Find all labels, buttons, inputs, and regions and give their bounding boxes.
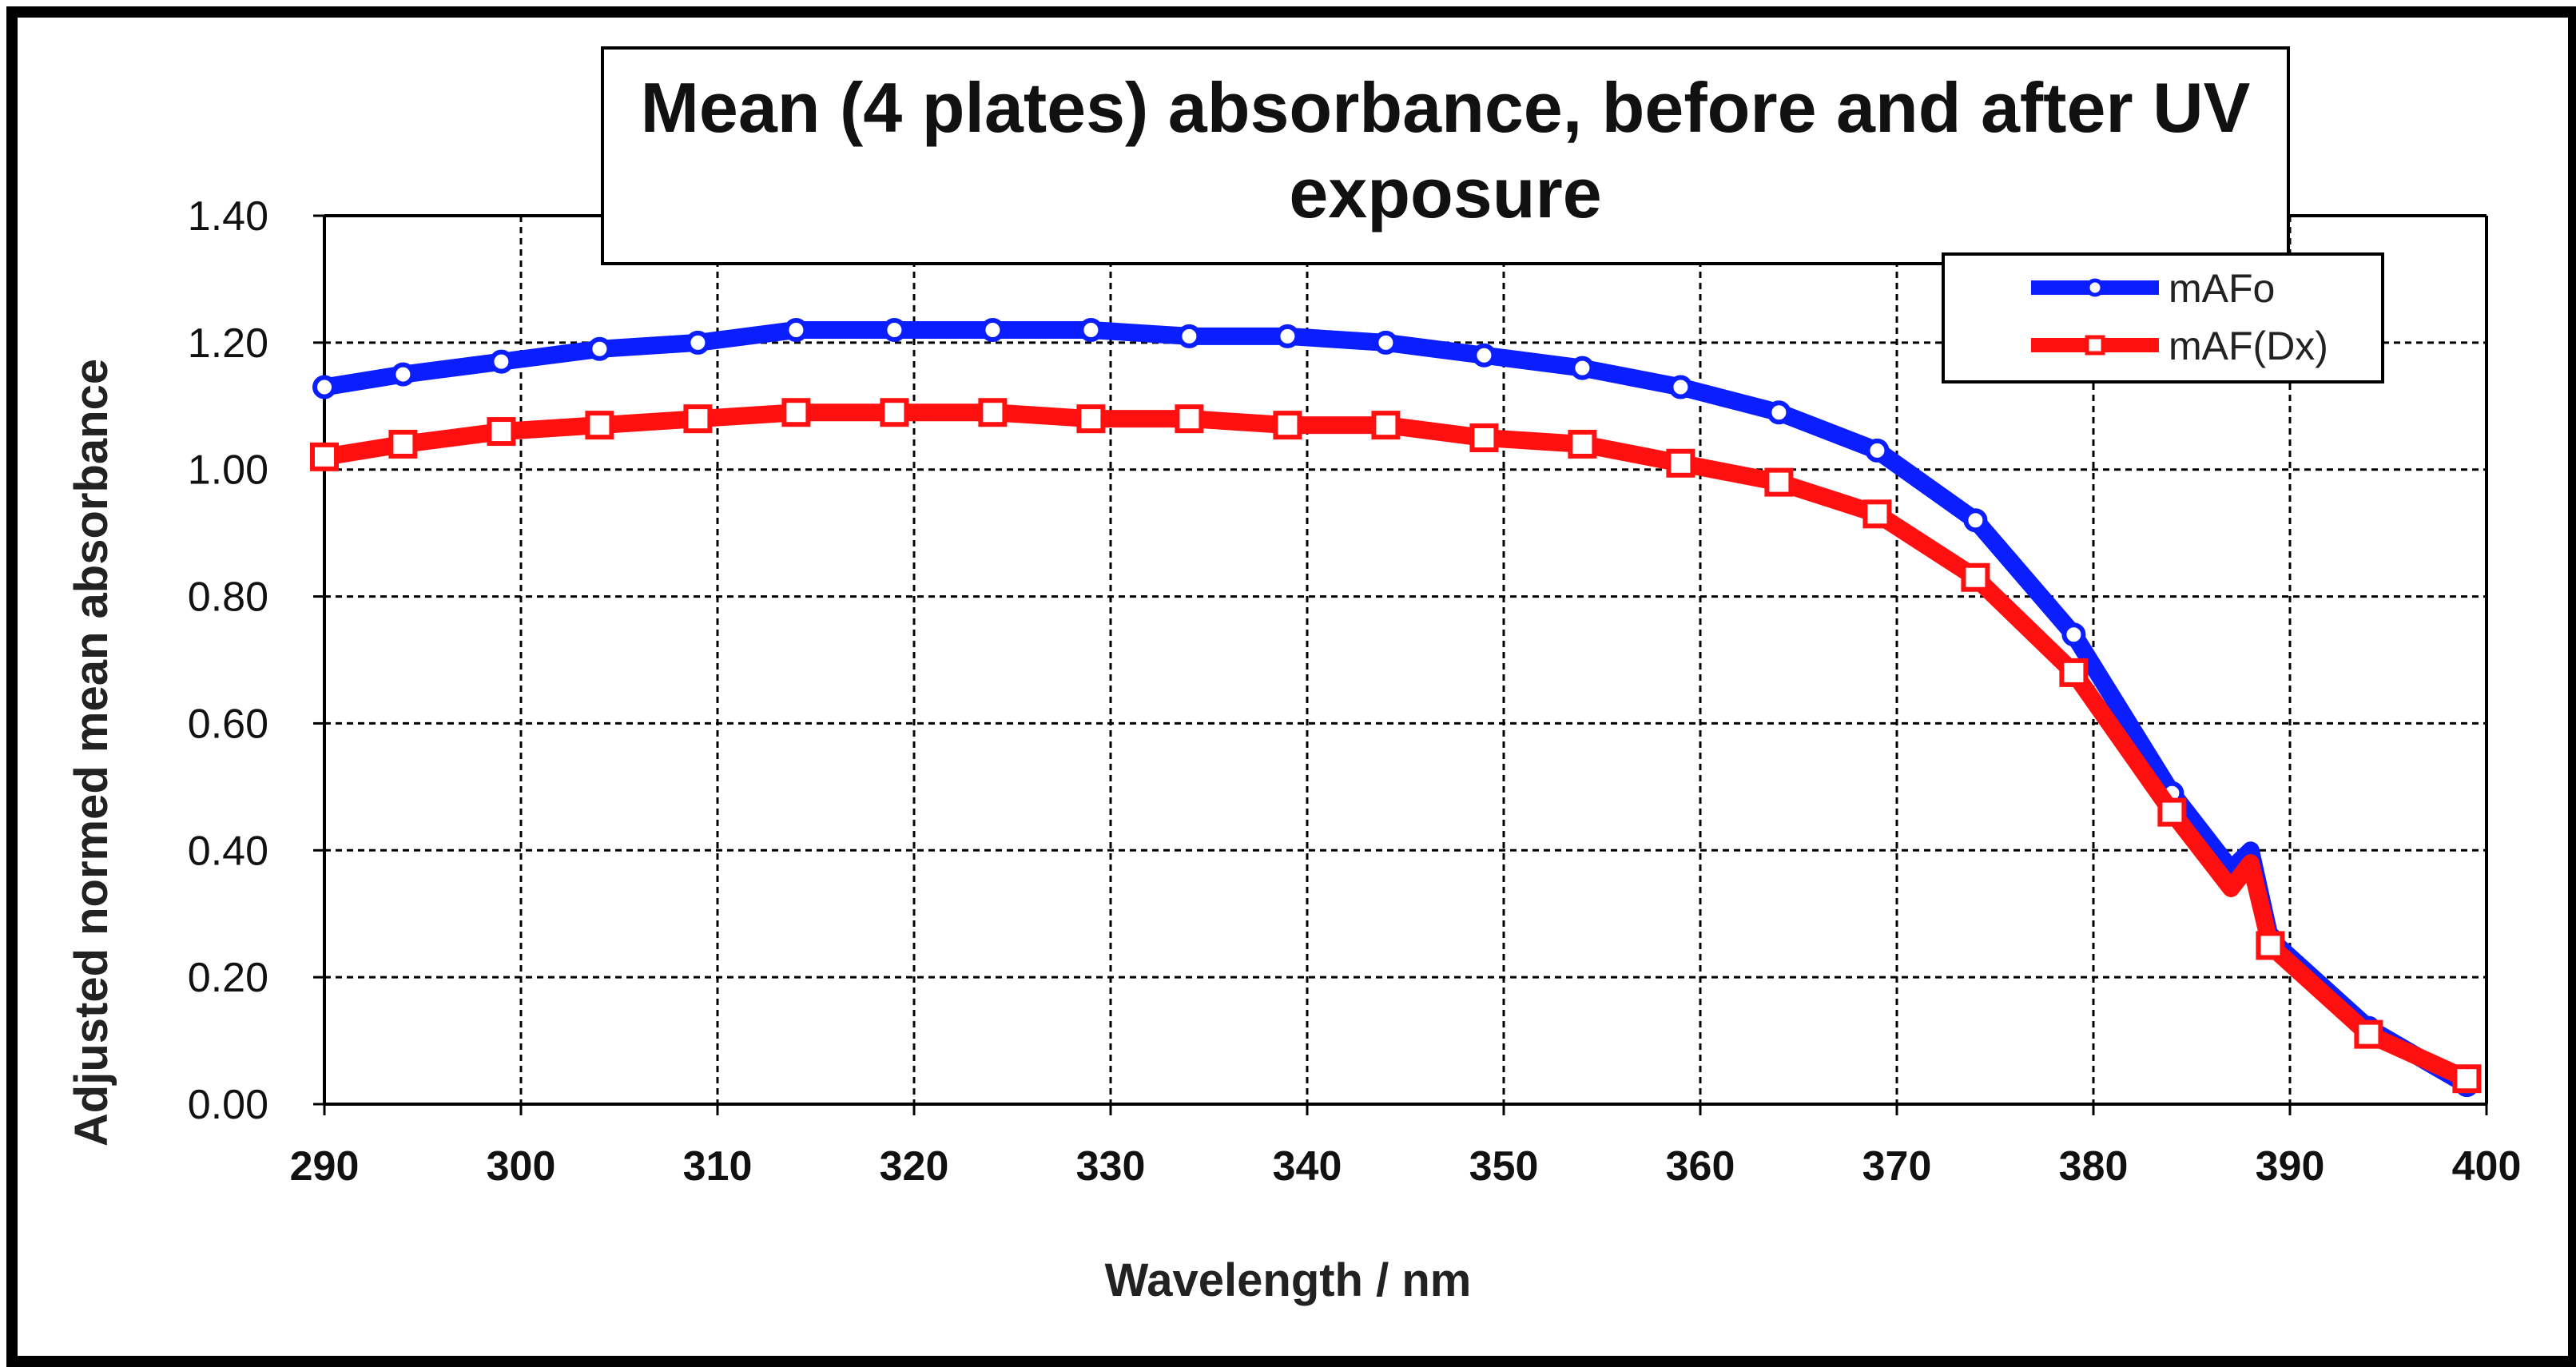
x-tick-label: 400 [2452, 1143, 2522, 1190]
data-point [388, 429, 418, 459]
data-point [1275, 324, 1300, 348]
series-layer [310, 317, 2482, 1098]
data-point [1963, 508, 1988, 533]
legend-marker-mafdx [2085, 335, 2105, 356]
data-point [1668, 375, 1693, 399]
data-point [585, 411, 614, 440]
x-tick-label: 340 [1273, 1143, 1342, 1190]
data-point [2452, 1064, 2482, 1094]
data-point [1175, 404, 1204, 434]
data-point [882, 317, 907, 342]
title-box [601, 46, 2290, 265]
data-point [2061, 622, 2086, 647]
chart-frame: 290 300 310 320 330 340 350 360 370 380 390 400 0.00… [6, 6, 2576, 1367]
x-tick-label: 390 [2256, 1143, 2325, 1190]
data-point [880, 398, 909, 427]
data-point [1472, 343, 1497, 368]
y-axis-title: Adjusted normed mean absorbance [66, 359, 117, 1146]
x-tick-label: 350 [1469, 1143, 1539, 1190]
data-point [1373, 330, 1398, 355]
x-axis-title: Wavelength / nm [1105, 1254, 1472, 1306]
data-point [1961, 562, 1990, 592]
x-tick-label: 380 [2059, 1143, 2129, 1190]
legend-label-mafo: mAFo [2169, 266, 2275, 311]
data-point [1862, 499, 1892, 529]
data-point [1666, 448, 1695, 478]
x-tick-label: 330 [1076, 1143, 1146, 1190]
legend-marker-mafo [2085, 278, 2105, 297]
data-point [1568, 429, 1597, 459]
data-point [980, 317, 1005, 342]
data-point [487, 417, 516, 447]
data-point [391, 362, 415, 387]
data-point [781, 398, 811, 427]
data-point [2354, 1019, 2383, 1049]
tick-labels: 290 300 310 320 330 340 350 360 370 380 390 400 0.00… [188, 193, 2522, 1190]
data-point [978, 398, 1008, 427]
data-point [312, 375, 336, 399]
x-tick-label: 290 [290, 1143, 360, 1190]
data-point [2157, 797, 2187, 827]
data-point [1177, 324, 1202, 348]
y-tick-label: 0.00 [188, 1082, 268, 1128]
data-point [2059, 658, 2089, 687]
y-tick-label: 0.80 [188, 574, 268, 621]
data-point [310, 442, 339, 471]
data-point [1371, 411, 1401, 440]
data-point [1076, 404, 1106, 434]
x-tick-label: 320 [880, 1143, 949, 1190]
data-point [1865, 438, 1890, 463]
data-point [1764, 467, 1794, 497]
chart-svg: 290 300 310 320 330 340 350 360 370 380 390 400 0.00… [66, 46, 2522, 1306]
y-tick-label: 1.20 [188, 320, 268, 367]
legend: mAFo mAF(Dx) [1942, 252, 2384, 383]
data-point [1079, 317, 1103, 342]
data-point [1273, 411, 1302, 440]
data-point [1767, 400, 1791, 425]
chart-title-line-1: Mean (4 plates) absorbance, before and a… [641, 68, 2251, 147]
chart-title-line-2: exposure [1289, 153, 1601, 232]
y-tick-label: 1.00 [188, 447, 268, 494]
data-point [1469, 423, 1499, 452]
y-tick-label: 0.40 [188, 828, 268, 874]
data-point [1570, 356, 1595, 380]
data-point [784, 317, 809, 342]
x-tick-label: 310 [683, 1143, 753, 1190]
data-point [587, 336, 612, 361]
data-point [683, 404, 713, 434]
y-tick-label: 1.40 [188, 193, 268, 240]
x-tick-label: 360 [1666, 1143, 1735, 1190]
x-tick-label: 370 [1862, 1143, 1932, 1190]
data-point [489, 349, 514, 374]
legend-label-mafdx: mAF(Dx) [2169, 324, 2328, 368]
y-tick-label: 0.60 [188, 701, 268, 747]
series-maf-dx [310, 398, 2482, 1094]
x-tick-label: 300 [487, 1143, 556, 1190]
y-tick-label: 0.20 [188, 955, 268, 1001]
legend-box [1942, 252, 2384, 383]
data-point [2256, 931, 2285, 960]
data-point [686, 330, 710, 355]
